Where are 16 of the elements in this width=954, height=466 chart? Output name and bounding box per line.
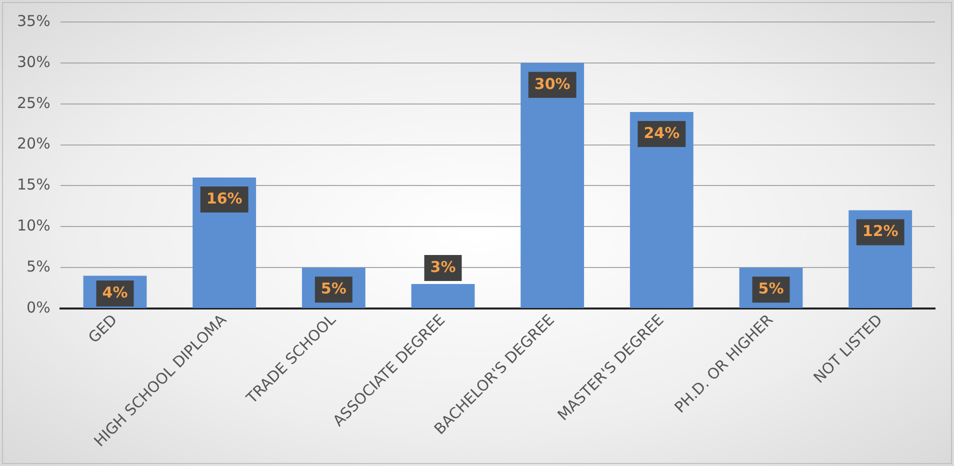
y-tick-label: 20%	[16, 134, 50, 153]
data-label: 5%	[320, 279, 346, 298]
y-tick-label: 25%	[16, 94, 50, 112]
data-label: 24%	[644, 124, 680, 142]
y-tick-label: 10%	[16, 216, 50, 235]
data-label: 5%	[758, 279, 784, 298]
y-tick-label: 5%	[26, 257, 50, 276]
y-tick-label: 0%	[26, 298, 50, 316]
data-label: 30%	[534, 74, 570, 93]
y-tick-label: 35%	[16, 12, 50, 30]
data-label: 12%	[862, 222, 898, 240]
data-label: 16%	[206, 189, 242, 208]
data-label: 4%	[102, 283, 128, 302]
y-tick-label: 30%	[16, 52, 50, 71]
data-label: 3%	[430, 258, 456, 276]
y-tick-label: 15%	[16, 176, 50, 194]
